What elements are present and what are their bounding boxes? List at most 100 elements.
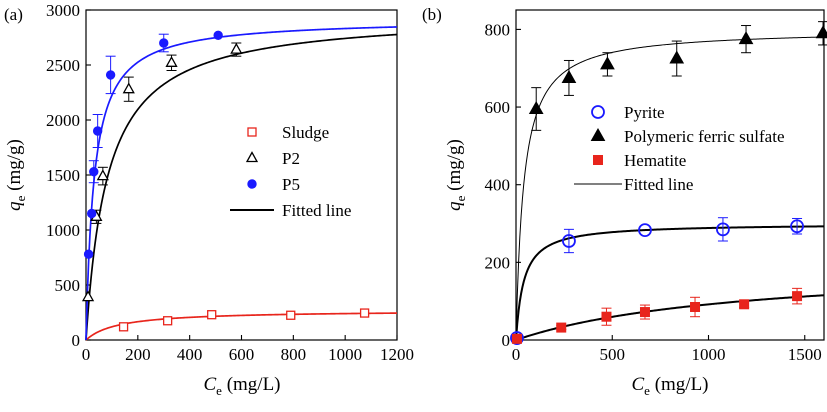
panel-b-ticks: 0 500 1000 1500 0 200 400 600 800 [485, 20, 822, 364]
panel-b-x-tick-label: 0 [512, 345, 521, 364]
panel-b-point-hematite [511, 333, 522, 344]
panel-a-y-tick-label: 2000 [46, 111, 80, 130]
panel-a-point-sludge [286, 310, 296, 320]
panel-a-legend-marker-sludge [247, 127, 257, 137]
panel-b-y-tick-label: 400 [485, 176, 511, 195]
panel-b-point-hematite [601, 311, 612, 322]
panel-b-point-hematite [639, 307, 650, 318]
panel-a-x-axis-unit: (mg/L) [222, 374, 281, 395]
panel-a-label: (a) [4, 5, 23, 24]
panel-b-point-hematite [690, 302, 701, 312]
panel-a-point-p2 [96, 169, 109, 181]
panel-a-x-tick-label: 600 [229, 345, 255, 364]
panel-b-fit-curve-hematite [515, 294, 825, 341]
panel-a-legend-label-p5: P5 [282, 175, 300, 194]
panel-a-y-tick-label: 3000 [46, 1, 80, 20]
panel-a-legend-label-p2: P2 [282, 149, 300, 168]
panel-a-x-tick-label: 400 [177, 345, 203, 364]
panel-a-point-p5 [83, 249, 94, 259]
panel-b-legend-label-hematite: Hematite [624, 151, 686, 170]
panel-a-x-axis-symbol: C [203, 374, 216, 395]
panel-b-point-polymeric-ferric-sulfate [600, 56, 615, 70]
panel-b-point-pyrite [716, 222, 730, 237]
panel-a-fitted-curves [85, 26, 398, 341]
panel-b-point-pyrite [638, 223, 652, 238]
panel-b-data-points [510, 21, 827, 345]
panel-a-point-p2 [81, 290, 95, 302]
panel-a-point-p2 [165, 55, 178, 67]
panel-a-y-axis-label: qe (mg/g) [4, 139, 28, 211]
panel-b-y-axis-label-group: qe (mg/g) [444, 139, 468, 211]
panel-a-point-sludge [359, 308, 370, 318]
panel-a-point-p5 [87, 208, 97, 219]
panel-a-x-axis-subscript: e [216, 383, 222, 398]
panel-a-point-p5 [105, 70, 116, 80]
panel-a-plot-frame [85, 9, 398, 341]
panel-a-y-tick-label: 1500 [46, 166, 80, 185]
panel-b-legend-label-pyrite: Pyrite [624, 103, 665, 122]
panel-b-x-tick-label: 500 [600, 345, 626, 364]
panel-b-y-tick-label: 0 [502, 331, 511, 350]
panel-a-point-sludge [118, 322, 129, 332]
panel-a-y-axis-label-group: qe (mg/g) [4, 139, 28, 211]
panel-b-x-axis-unit: (mg/L) [650, 374, 709, 395]
panel-b-y-tick-label: 200 [485, 253, 511, 272]
panel-b-legend-label-fitted-line: Fitted line [624, 175, 693, 194]
panel-b-y-tick-label: 600 [485, 98, 511, 117]
panel-a-fit-curve-p2 [85, 33, 398, 341]
panel-b-label: (b) [422, 5, 442, 24]
panel-b-point-polymeric-ferric-sulfate [528, 100, 544, 114]
panel-a-point-p2 [230, 42, 243, 54]
panel-b-x-axis-symbol: C [631, 374, 644, 395]
panel-a-legend-marker-p2 [245, 151, 259, 163]
panel-a-x-tick-label: 200 [125, 345, 151, 364]
panel-a-point-p2 [122, 82, 135, 94]
panel-b-y-axis-symbol: q [444, 201, 465, 211]
panel-a-fit-curve-p5 [85, 26, 398, 341]
panel-b-point-polymeric-ferric-sulfate [669, 50, 685, 64]
panel-a-ticks: 0 200 400 600 800 1000 1200 0 500 1000 1500 2000 250… [46, 1, 414, 364]
panel-b-fit-curve-polymeric-ferric-sulfate [515, 36, 825, 341]
panel-b-point-pyrite [510, 331, 524, 345]
panel-a-y-tick-label: 1000 [46, 221, 80, 240]
panel-a-legend-label-fitted-line: Fitted line [282, 201, 351, 220]
panel-b-y-tick-label: 800 [485, 20, 511, 39]
panel-a-point-p5 [92, 126, 103, 136]
panel-b-point-hematite [739, 299, 750, 310]
panel-a-point-p5 [159, 38, 169, 48]
panel-b-x-axis-label: Ce (mg/L) [631, 374, 708, 398]
panel-a-y-axis-subscript: e [13, 195, 28, 201]
panel-a-data-points [81, 30, 370, 332]
panel-a-x-tick-label: 0 [82, 345, 91, 364]
panel-b-x-axis-subscript: e [644, 383, 650, 398]
panel-b-fitted-curves [515, 36, 825, 341]
panel-b-point-polymeric-ferric-sulfate [815, 25, 827, 39]
panel-b-legend-label-polymeric-ferric-sulfate: Polymeric ferric sulfate [624, 127, 785, 146]
panel-b-x-tick-label: 1000 [692, 345, 726, 364]
panel-a-y-axis-unit: (mg/g) [4, 139, 25, 195]
panel-a-point-sludge [162, 316, 173, 326]
panel-b-legend-marker-polymeric-ferric-sulfate [590, 127, 606, 141]
panel-a-legend: Sludge P2 P5 Fitted line [230, 123, 351, 220]
panel-b-point-pyrite [790, 219, 804, 234]
panel-b-point-polymeric-ferric-sulfate [738, 31, 754, 45]
panel-b-y-axis-subscript: e [453, 195, 468, 201]
panel-b-point-hematite [556, 322, 567, 333]
panel-a-y-axis-symbol: q [4, 201, 25, 211]
panel-b-legend-marker-hematite [593, 155, 603, 165]
panel-a-x-axis-label: Ce (mg/L) [203, 374, 280, 398]
panel-a-fit-curve-sludge [85, 312, 398, 341]
panel-b-y-axis-label: qe (mg/g) [444, 139, 468, 211]
panel-a-x-tick-label: 1200 [380, 345, 414, 364]
panel-b-plot-frame [515, 9, 825, 341]
panel-b-fit-curve-pyrite [515, 225, 825, 341]
panel-a-legend-marker-p5 [247, 179, 257, 189]
panel-a-y-tick-label: 2500 [46, 56, 80, 75]
panel-b-point-hematite [792, 291, 803, 302]
panel-a-x-tick-label: 1000 [328, 345, 362, 364]
panel-a-y-tick-label: 500 [55, 276, 81, 295]
panel-a-x-tick-label: 800 [281, 345, 307, 364]
panel-b-legend-marker-pyrite [591, 105, 605, 119]
